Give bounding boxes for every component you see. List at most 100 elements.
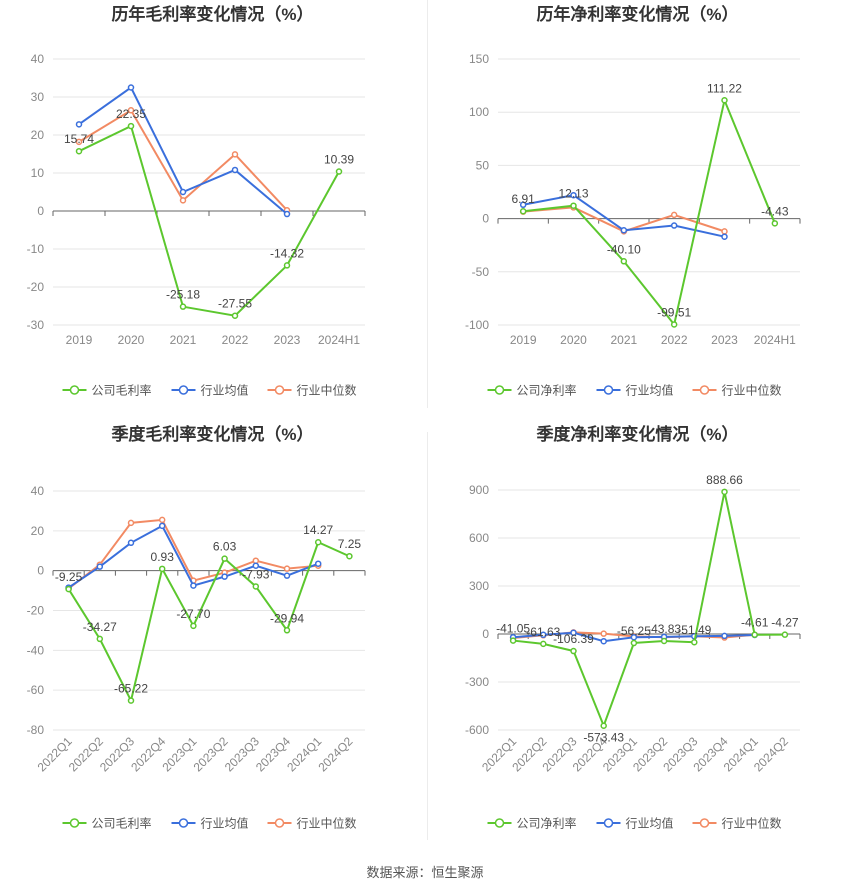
data-point-company	[630, 639, 638, 647]
legend-marker	[494, 385, 505, 395]
data-label: -7.93	[242, 567, 270, 581]
y-tick-label: -20	[27, 604, 45, 618]
data-label: -41.05	[496, 622, 530, 636]
data-label: -4.27	[771, 616, 799, 630]
data-point-company	[519, 207, 527, 215]
legend-label: 行业中位数	[722, 816, 782, 831]
y-tick-label: -10	[27, 242, 45, 256]
y-tick-label: 300	[469, 579, 489, 593]
series-line-company	[512, 491, 785, 729]
legend-label: 公司毛利率	[92, 816, 152, 831]
quarterly-net-margin-chart: 季度净利率变化情况（%）-600-30003006009002022Q12022…	[465, 424, 801, 831]
data-label: -40.10	[607, 242, 641, 256]
data-source-note: 数据来源：恒生聚源	[366, 865, 484, 880]
data-label: 12.13	[558, 187, 588, 201]
legend-label: 行业均值	[626, 816, 674, 831]
data-point-company	[771, 220, 779, 227]
x-tick-label: 2024Q2	[315, 734, 355, 774]
data-label: -9.25	[55, 570, 83, 584]
chart-title: 季度净利率变化情况（%）	[536, 424, 738, 444]
data-point-industry-avg	[221, 573, 228, 580]
legend-industry-median: 行业中位数	[267, 816, 357, 831]
data-point-industry-avg	[540, 631, 547, 639]
legend-industry-avg: 行业均值	[596, 816, 674, 831]
x-tick-label: 2023	[274, 333, 301, 347]
legend-industry-median: 行业中位数	[267, 383, 357, 398]
legend-industry-median: 行业中位数	[692, 816, 782, 831]
y-tick-label: -20	[27, 280, 45, 294]
legend-label: 行业均值	[201, 816, 249, 831]
y-tick-label: -300	[465, 675, 489, 689]
data-point-company	[75, 147, 83, 155]
data-point-company	[781, 631, 789, 638]
legend-label: 行业均值	[626, 383, 674, 398]
y-tick-label: 0	[37, 204, 44, 218]
legend-marker	[178, 385, 189, 395]
series-line-company	[67, 540, 350, 704]
legend-label: 公司净利率	[517, 383, 577, 398]
data-point-company	[570, 202, 577, 209]
data-label: 6.03	[213, 540, 237, 554]
legend-label: 行业中位数	[297, 816, 357, 831]
data-point-industry-avg	[570, 191, 577, 199]
data-point-industry-avg	[630, 633, 638, 641]
data-point-industry-avg	[519, 201, 527, 209]
legend-label: 公司净利率	[517, 816, 577, 831]
chart-title: 历年毛利率变化情况（%）	[111, 4, 313, 24]
data-point-industry-median	[600, 630, 607, 637]
chart-title: 历年净利率变化情况（%）	[536, 4, 738, 24]
y-tick-label: -60	[27, 683, 45, 697]
quarterly-gross-margin-chart: 季度毛利率变化情况（%）-80-60-40-20020402022Q12022Q…	[27, 424, 366, 831]
data-label: -56.25	[617, 624, 651, 638]
legend-marker	[494, 818, 505, 828]
data-point-industry-median	[283, 565, 291, 572]
x-tick-label: 2024H1	[754, 333, 796, 347]
data-point-industry-median	[670, 211, 678, 219]
x-tick-label: 2024H1	[318, 333, 360, 347]
legend-industry-avg: 行业均值	[171, 816, 249, 831]
series-line-company	[78, 124, 340, 317]
legend-marker	[69, 385, 80, 395]
y-tick-label: 600	[469, 531, 489, 545]
data-point-industry-avg	[179, 188, 187, 196]
legend-label: 行业中位数	[297, 383, 357, 398]
data-point-industry-median	[158, 516, 166, 524]
legend-industry-avg: 行业均值	[171, 383, 249, 398]
data-label: -25.18	[166, 288, 200, 302]
y-tick-label: 20	[31, 128, 45, 142]
data-point-company	[252, 583, 260, 590]
data-point-company	[670, 321, 678, 328]
x-tick-label: 2024Q2	[751, 734, 791, 774]
legend-company: 公司毛利率	[62, 383, 152, 398]
legend-company: 公司净利率	[487, 816, 577, 831]
data-label: -14.32	[270, 246, 304, 260]
data-point-industry-avg	[190, 582, 197, 589]
data-point-company	[600, 722, 607, 729]
data-point-industry-avg	[721, 632, 728, 640]
data-point-company	[314, 538, 322, 546]
data-point-company	[751, 631, 758, 638]
y-tick-label: 10	[31, 166, 45, 180]
x-tick-label: 2022	[222, 333, 249, 347]
data-point-industry-avg	[570, 629, 577, 636]
legend-label: 公司毛利率	[92, 383, 152, 398]
vertical-divider-lower	[427, 432, 428, 840]
x-tick-label: 2023	[711, 333, 738, 347]
data-label: -65.22	[114, 682, 148, 696]
y-tick-label: -40	[27, 643, 45, 657]
y-tick-label: -30	[27, 318, 45, 332]
data-label: 888.66	[706, 473, 743, 487]
data-label: 0.93	[151, 550, 175, 564]
data-point-industry-avg	[600, 637, 607, 645]
data-point-industry-median	[179, 197, 187, 204]
data-point-industry-avg	[75, 121, 83, 128]
y-tick-label: 0	[482, 212, 489, 226]
legend-industry-avg: 行业均值	[596, 383, 674, 398]
data-label: -34.27	[83, 620, 117, 634]
data-point-industry-avg	[252, 562, 260, 569]
y-tick-label: 100	[469, 105, 489, 119]
x-tick-label: 2019	[510, 333, 537, 347]
legend-industry-median: 行业中位数	[692, 383, 782, 398]
legend-marker	[603, 385, 614, 395]
data-point-company	[190, 622, 197, 630]
